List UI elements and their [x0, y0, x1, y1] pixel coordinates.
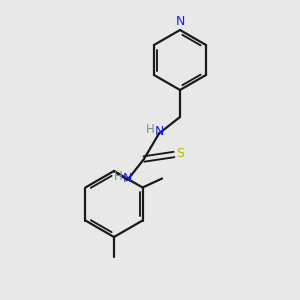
Text: H: H [146, 123, 155, 136]
Text: N: N [154, 124, 164, 138]
Text: N: N [123, 172, 132, 185]
Text: S: S [176, 147, 184, 160]
Text: N: N [175, 15, 185, 28]
Text: H: H [114, 170, 123, 184]
